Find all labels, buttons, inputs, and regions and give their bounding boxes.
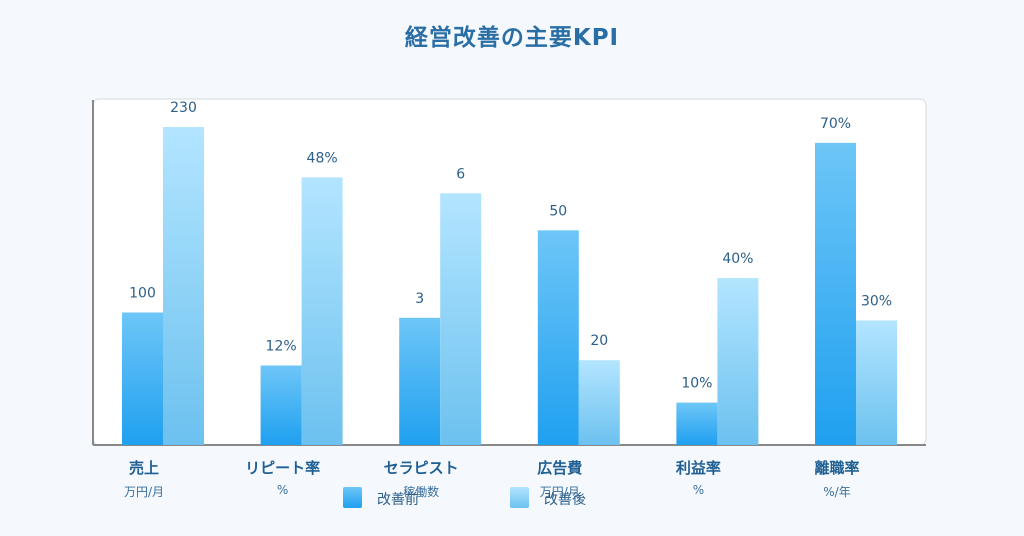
x-tick-2: セラピスト 稼働数 [361,457,481,500]
bar-after-1 [301,177,343,445]
bar-before-4 [676,402,718,445]
x-tick-unit: % [276,483,289,497]
x-tick-label: 離職率 [814,459,860,477]
x-tick-unit: %/年 [823,485,851,499]
bar-after-3 [578,360,620,445]
x-tick-unit: 稼働数 [403,485,440,499]
bar-after-0 [163,127,204,445]
legend-before-label: 改善前 [377,492,419,508]
bar-before-3 [537,230,579,445]
data-label-before-0: 100 [129,286,156,302]
x-tick-unit: 万円/月 [539,485,580,499]
x-tick-label: 売上 [128,459,159,477]
legend-before-swatch [343,487,362,508]
data-label-after-5: 30% [861,293,892,309]
data-label-before-2: 3 [415,291,424,307]
bar-after-4 [717,278,759,445]
x-tick-unit: % [692,483,705,497]
data-label-after-4: 40% [722,251,753,267]
legend-after-label: 改善後 [544,492,586,508]
chart-title: 経営改善の主要KPI [404,25,620,51]
bar-before-1 [260,365,302,445]
x-tick-unit: 万円/月 [123,485,165,499]
bar-before-5 [815,142,856,445]
data-label-before-4: 10% [681,376,712,392]
legend-after-swatch [510,487,529,508]
data-label-before-5: 70% [820,116,851,132]
data-label-before-3: 50 [549,203,567,219]
data-label-after-0: 230 [170,100,197,116]
bar-after-5 [856,320,897,445]
x-tick-5: 離職率 %/年 [777,457,897,500]
data-label-after-1: 48% [307,150,338,166]
x-tick-label: 利益率 [675,459,721,477]
bar-before-2 [399,317,441,445]
x-tick-3: 広告費万円/月 [500,457,620,500]
x-tick-1: リピート率% [223,457,343,497]
data-label-after-2: 6 [456,166,465,182]
data-label-before-1: 12% [266,339,297,355]
plot-area [92,98,927,446]
x-tick-4: 利益率% [638,457,758,497]
x-tick-label: セラピスト [383,459,459,477]
data-label-after-3: 20 [590,333,608,349]
bar-after-2 [440,193,482,445]
bar-before-0 [122,312,163,445]
x-tick-label: 広告費 [537,459,583,477]
x-tick-0: 売上万円/月 [84,457,204,500]
x-tick-label: リピート率 [245,459,321,477]
